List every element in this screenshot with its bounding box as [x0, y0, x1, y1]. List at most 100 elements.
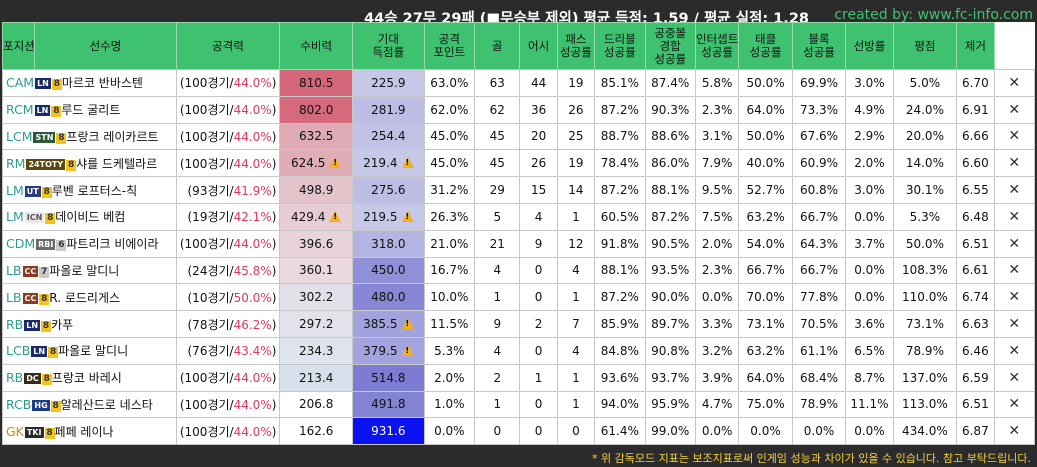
close-icon[interactable]: ✕ [1008, 208, 1021, 225]
col-header-intercept-rate[interactable]: 인터셉트 성공률 [694, 22, 740, 70]
player-name[interactable]: 페페 레이나 [54, 424, 114, 439]
player-name[interactable]: 데이비드 베컴 [55, 210, 126, 225]
defense-value: 931.6 [352, 417, 425, 446]
table-row[interactable]: GK TKI 8 페페 레이나 (100경기/44.0%) 162.6 931.6 0.0% 0… [2, 417, 1035, 446]
col-header-tackle-rate[interactable]: 태클 성공률 [738, 22, 793, 70]
close-icon[interactable]: ✕ [1008, 316, 1021, 333]
remove-cell[interactable]: ✕ [993, 229, 1035, 258]
table-row[interactable]: RCB HG 8 알레산드로 네스타 (100경기/44.0%) 206.8 491.8 1.… [2, 390, 1035, 419]
col-header-aerial-rate[interactable]: 공중볼 경합 성공률 [644, 22, 696, 70]
close-icon[interactable]: ✕ [1008, 423, 1021, 440]
pass-rate: 85.1% [594, 69, 646, 97]
close-icon[interactable]: ✕ [1008, 369, 1021, 386]
attack-points: 9 [474, 310, 521, 338]
col-header-remove[interactable]: 제거 [956, 22, 995, 70]
remove-cell[interactable]: ✕ [993, 256, 1035, 285]
aerial-rate: 3.1% [694, 122, 740, 151]
attack-value: 396.6 [279, 229, 354, 258]
close-icon[interactable]: ✕ [1008, 128, 1021, 145]
close-icon[interactable]: ✕ [1008, 101, 1021, 118]
col-header-defense[interactable]: 수비력 [279, 22, 354, 70]
table-row[interactable]: RCM LN 8 루드 굴리트 (100경기/44.0%) 802.0 281.9 62.0%… [2, 95, 1035, 124]
player-name[interactable]: 루드 굴리트 [61, 103, 121, 118]
player-name[interactable]: 샤를 드케텔라르 [76, 156, 158, 171]
close-icon[interactable]: ✕ [1008, 155, 1021, 172]
remove-cell[interactable]: ✕ [993, 202, 1035, 231]
col-header-xg-rate[interactable]: 기대 득점률 [352, 22, 425, 70]
close-icon[interactable]: ✕ [1008, 182, 1021, 199]
player-name[interactable]: 마르코 반바스텐 [61, 76, 143, 91]
table-row[interactable]: CAM LN 8 마르코 반바스텐 (100경기/44.0%) 810.5 225.9 63.… [2, 69, 1035, 97]
col-header-rating[interactable]: 평점 [892, 22, 958, 70]
enhance-level: 8 [45, 213, 56, 225]
player-cell[interactable]: GK TKI 8 페페 레이나 [2, 417, 177, 446]
close-icon[interactable]: ✕ [1008, 396, 1021, 413]
player-cell[interactable]: LM ICN 8 데이비드 베컴 [2, 202, 177, 231]
remove-cell[interactable]: ✕ [993, 363, 1035, 392]
player-cell[interactable]: LB CC 7 파올로 말디니 [2, 256, 177, 285]
player-cell[interactable]: RCB HG 8 알레산드로 네스타 [2, 390, 177, 419]
close-icon[interactable]: ✕ [1008, 262, 1021, 279]
col-header-assists[interactable]: 어시 [519, 22, 558, 70]
table-row[interactable]: LM UT 8 루벤 로프터스-칙 (93경기/41.9%) 498.9 275.6 31.2… [2, 176, 1035, 204]
player-name[interactable]: 파올로 말디니 [58, 344, 129, 359]
attack-number: 810.5 [299, 75, 334, 90]
close-icon[interactable]: ✕ [1008, 342, 1021, 359]
remove-cell[interactable]: ✕ [993, 417, 1035, 446]
col-header-attack-points[interactable]: 공격 포인트 [423, 22, 476, 70]
player-cell[interactable]: RM 24TOTY 8 샤를 드케텔라르 [2, 149, 177, 178]
player-cell[interactable]: LB CC 8 R. 로드리게스 [2, 283, 177, 312]
player-cell[interactable]: LM UT 8 루벤 로프터스-칙 [2, 176, 177, 204]
player-name[interactable]: 파트리크 비에이라 [66, 237, 159, 252]
col-header-position[interactable]: 포지션 [1, 22, 36, 70]
close-icon[interactable]: ✕ [1008, 289, 1021, 306]
table-row[interactable]: RBLN8카푸(78경기/46.2%)297.2385.511.5%92785.… [2, 310, 1035, 338]
player-cell[interactable]: LCB LN 8 파올로 말디니 [2, 336, 177, 365]
player-name[interactable]: 카푸 [51, 317, 74, 332]
player-cell[interactable]: CDM RBI 6 파트리크 비에이라 [2, 229, 177, 258]
remove-cell[interactable]: ✕ [993, 283, 1035, 312]
remove-cell[interactable]: ✕ [993, 69, 1035, 97]
player-cell[interactable]: CAM LN 8 마르코 반바스텐 [2, 69, 177, 97]
col-header-goals[interactable]: 골 [474, 22, 521, 70]
col-header-dribble-rate[interactable]: 드리블 성공률 [594, 22, 646, 70]
remove-cell[interactable]: ✕ [993, 310, 1035, 338]
close-icon[interactable]: ✕ [1008, 74, 1021, 91]
table-row[interactable]: LB CC 7 파올로 말디니 (24경기/45.8%) 360.1 450.0 16.7% 4… [2, 256, 1035, 285]
games-count: (19경기/ [187, 210, 234, 225]
player-name[interactable]: 프랑코 바레시 [51, 371, 122, 386]
player-cell[interactable]: RCM LN 8 루드 굴리트 [2, 95, 177, 124]
table-row[interactable]: CDM RBI 6 파트리크 비에이라 (100경기/44.0%) 396.6 318.0 2… [2, 229, 1035, 258]
table-row[interactable]: LCM STN 8 프랑크 레이카르트 (100경기/44.0%) 632.5 254.4 4… [2, 122, 1035, 151]
remove-cell[interactable]: ✕ [993, 176, 1035, 204]
col-header-attack[interactable]: 공격력 [175, 22, 281, 70]
games-close: ) [271, 424, 277, 439]
player-name[interactable]: 알레산드로 네스타 [60, 397, 153, 412]
table-row[interactable]: LB CC 8 R. 로드리게스 (10경기/50.0%) 302.2 480.0 10.0%… [2, 283, 1035, 312]
player-name[interactable]: 루벤 로프터스-칙 [51, 183, 138, 198]
warning-icon [329, 210, 342, 222]
col-header-block-rate[interactable]: 블록 성공률 [791, 22, 847, 70]
rating: 6.91 [956, 95, 995, 124]
remove-cell[interactable]: ✕ [993, 390, 1035, 419]
rating: 6.61 [956, 256, 995, 285]
col-header-save-rate[interactable]: 선방률 [845, 22, 894, 70]
table-row[interactable]: RB DC 8 프랑코 바레시 (100경기/44.0%) 213.4 514.8 2.0% 2… [2, 363, 1035, 392]
player-cell[interactable]: RB DC 8 프랑코 바레시 [2, 363, 177, 392]
player-name[interactable]: R. 로드리게스 [49, 290, 121, 305]
col-header-pass-rate[interactable]: 패스 성공률 [556, 22, 596, 70]
player-name[interactable]: 프랑크 레이카르트 [66, 129, 159, 144]
games-count: (100경기/ [179, 424, 234, 439]
remove-cell[interactable]: ✕ [993, 122, 1035, 151]
player-cell[interactable]: RB LN 8 카푸 [2, 310, 177, 338]
player-name[interactable]: 파올로 말디니 [49, 263, 120, 278]
col-header-player-name[interactable]: 선수명 [34, 22, 177, 70]
remove-cell[interactable]: ✕ [993, 336, 1035, 365]
remove-cell[interactable]: ✕ [993, 149, 1035, 178]
close-icon[interactable]: ✕ [1008, 235, 1021, 252]
player-cell[interactable]: LCM STN 8 프랑크 레이카르트 [2, 122, 177, 151]
remove-cell[interactable]: ✕ [993, 95, 1035, 124]
